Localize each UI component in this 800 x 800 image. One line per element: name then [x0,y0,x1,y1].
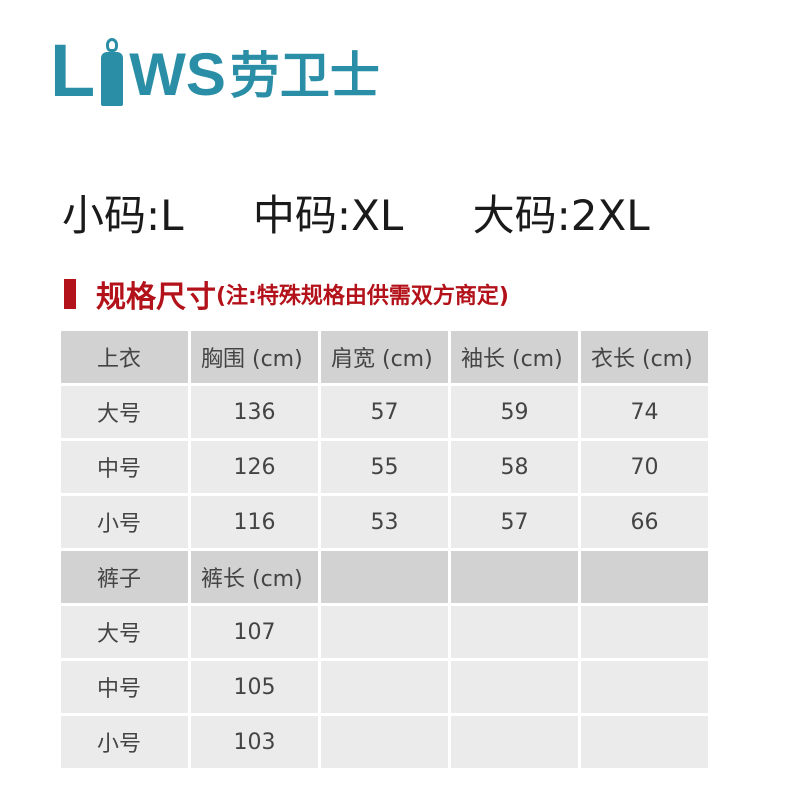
spec-note: (注:特殊规格由供需双方商定) [216,284,509,309]
header-cell: 胸围 (cm) [191,331,318,383]
header-cell: 肩宽 (cm) [321,331,448,383]
table-cell: 105 [191,661,318,713]
table-cell [451,606,578,658]
size-medium: 中码:XL [252,191,404,240]
table-cell [581,606,708,658]
table-cell: 116 [191,496,318,548]
table-cell [321,716,448,768]
table-cell [581,716,708,768]
table-cell [451,716,578,768]
brand-logo: L WS 劳卫士 [50,29,380,112]
table-row: 大号 136 57 59 74 [61,386,708,438]
table-row: 小号 103 [61,716,708,768]
header-cell [451,551,578,603]
header-cell [581,551,708,603]
table-row: 中号 126 55 58 70 [61,441,708,493]
logo-letter-l: L [50,29,96,112]
table-cell: 大号 [61,606,188,658]
table-cell: 57 [451,496,578,548]
header-cell: 裤子 [61,551,188,603]
table-cell [321,606,448,658]
table-cell: 58 [451,441,578,493]
table-cell [451,661,578,713]
spec-heading: 规格尺寸 (注:特殊规格由供需双方商定) [64,272,509,316]
table-cell: 103 [191,716,318,768]
table-cell: 中号 [61,441,188,493]
table-cell: 136 [191,386,318,438]
table-cell [321,661,448,713]
header-cell: 裤长 (cm) [191,551,318,603]
table-row: 中号 105 [61,661,708,713]
logo-letters-ws: WS [129,41,226,108]
table-cell: 66 [581,496,708,548]
table-row: 小号 116 53 57 66 [61,496,708,548]
logo-chinese: 劳卫士 [229,47,380,105]
table-cell: 70 [581,441,708,493]
table-cell: 小号 [61,496,188,548]
table-cell: 59 [451,386,578,438]
size-table: 上衣 胸围 (cm) 肩宽 (cm) 袖长 (cm) 衣长 (cm) 大号 136 57 59 7… [58,328,711,771]
table-cell: 55 [321,441,448,493]
header-cell: 上衣 [61,331,188,383]
table-header-row: 裤子 裤长 (cm) [61,551,708,603]
table-cell: 53 [321,496,448,548]
table-cell: 126 [191,441,318,493]
table-cell: 107 [191,606,318,658]
table-cell: 57 [321,386,448,438]
table-cell [581,661,708,713]
table-cell: 小号 [61,716,188,768]
size-small: 小码:L [62,191,184,240]
table-cell: 大号 [61,386,188,438]
header-cell: 袖长 (cm) [451,331,578,383]
header-cell [321,551,448,603]
table-row: 大号 107 [61,606,708,658]
table-cell: 中号 [61,661,188,713]
header-cell: 衣长 (cm) [581,331,708,383]
heading-marker [64,279,76,309]
worker-coverall-icon [97,38,127,106]
size-large: 大码:2XL [472,191,650,240]
spec-title: 规格尺寸 [96,280,216,315]
size-mapping: 小码:L 中码:XL 大码:2XL [62,182,706,243]
table-header-row: 上衣 胸围 (cm) 肩宽 (cm) 袖长 (cm) 衣长 (cm) [61,331,708,383]
table-cell: 74 [581,386,708,438]
